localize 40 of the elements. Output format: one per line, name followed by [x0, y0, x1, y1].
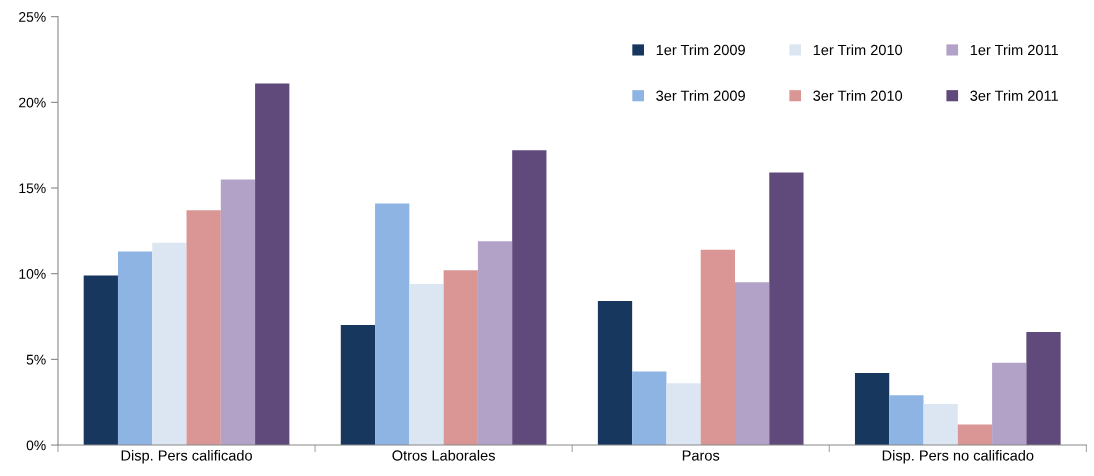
legend-label: 3er Trim 2011	[970, 90, 1058, 101]
bar	[769, 172, 804, 446]
bar	[375, 203, 410, 446]
bar	[512, 150, 547, 446]
bar	[409, 283, 444, 446]
bar	[889, 395, 924, 446]
bar	[923, 403, 958, 446]
y-tick-label: 10%	[19, 269, 46, 279]
legend-label: 3er Trim 2010	[813, 90, 903, 101]
bar	[220, 179, 256, 446]
bar	[477, 241, 513, 446]
bar	[597, 301, 633, 446]
y-tick-label: 15%	[19, 183, 46, 194]
y-tick-label: 25%	[19, 11, 46, 22]
y-tick-label: 20%	[19, 97, 46, 108]
bar	[340, 325, 376, 446]
bar	[666, 383, 701, 446]
x-tick-label: Disp. Pers no calificado	[882, 449, 1034, 464]
x-tick-label: Disp. Pers calificado	[121, 449, 252, 464]
bar	[992, 362, 1027, 446]
bar	[255, 83, 290, 446]
bar	[83, 275, 118, 446]
bar	[957, 424, 993, 446]
bar	[1026, 331, 1061, 446]
bar	[186, 210, 221, 446]
bar	[854, 373, 890, 446]
bar	[700, 249, 735, 446]
bar	[734, 282, 770, 446]
x-tick-label: Paros	[682, 450, 720, 461]
bar	[152, 242, 187, 446]
bar	[632, 371, 667, 446]
x-tick-label: Otros Laborales	[392, 449, 495, 461]
legend-label: 1er Trim 2009	[656, 44, 745, 56]
legend-label: 3er Trim 2009	[656, 90, 745, 101]
bar	[443, 270, 478, 446]
bar	[117, 251, 153, 446]
y-tick-label: 0%	[26, 440, 46, 451]
legend-label: 1er Trim 2011	[970, 44, 1058, 56]
legend-label: 1er Trim 2010	[813, 44, 903, 56]
y-tick-label: 5%	[26, 354, 46, 365]
